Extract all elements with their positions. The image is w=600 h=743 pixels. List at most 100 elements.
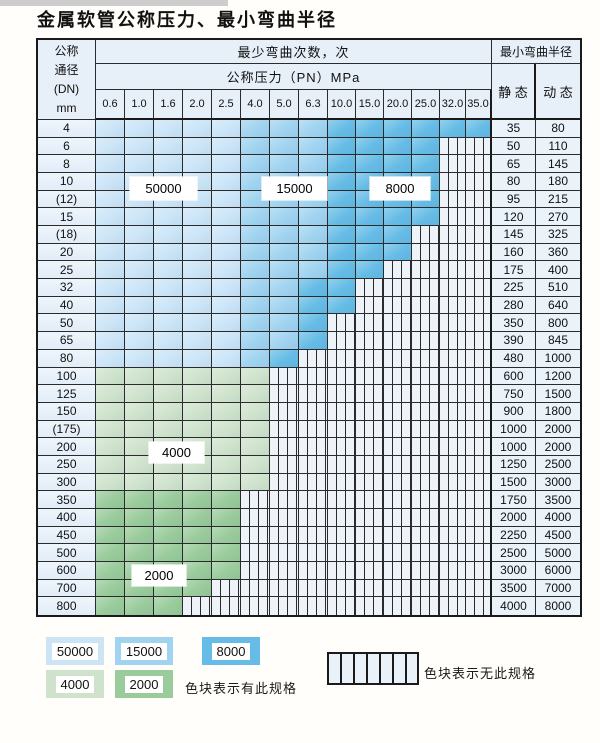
- no-spec-cell: [270, 438, 299, 456]
- spec-cell-8000: [328, 296, 356, 315]
- spec-cell-4000: [96, 367, 125, 386]
- no-spec-cell: [466, 561, 492, 580]
- no-spec-cell: [412, 279, 440, 297]
- no-spec-cell: [384, 491, 412, 509]
- dynamic-radius-cell: 7000: [536, 579, 580, 598]
- static-radius-cell: 175: [492, 261, 536, 280]
- spec-cell-8000: [299, 314, 328, 333]
- spec-cell-50000: [154, 243, 183, 262]
- spec-cell-8000: [356, 137, 384, 156]
- no-spec-cell: [440, 385, 466, 403]
- no-spec-cell: [270, 508, 299, 527]
- spec-cell-50000: [96, 243, 125, 262]
- dynamic-radius-cell: 2500: [536, 455, 580, 474]
- spec-cell-50000: [125, 120, 154, 138]
- no-spec-cell: [241, 579, 270, 598]
- spec-cell-8000: [356, 155, 384, 174]
- no-spec-cell: [384, 279, 412, 297]
- no-spec-cell: [328, 314, 356, 333]
- spec-cell-8000: [356, 120, 384, 138]
- static-radius-cell: 145: [492, 226, 536, 244]
- static-radius-cell: 120: [492, 208, 536, 227]
- dn-cell: 20: [38, 243, 96, 262]
- no-spec-cell: [328, 402, 356, 421]
- no-spec-cell: [440, 261, 466, 280]
- no-spec-cell: [466, 261, 492, 280]
- no-spec-cell: [412, 314, 440, 333]
- spec-cell-50000: [212, 332, 241, 350]
- no-spec-cell: [356, 526, 384, 545]
- spec-cell-4000: [212, 385, 241, 403]
- no-spec-cell: [466, 190, 492, 209]
- pressure-col-header: 2.5: [212, 90, 241, 120]
- no-spec-cell: [412, 491, 440, 509]
- no-spec-cell: [412, 579, 440, 598]
- dynamic-radius-cell: 4500: [536, 526, 580, 545]
- spec-cell-15000: [241, 226, 270, 244]
- static-radius-cell: 160: [492, 243, 536, 262]
- no-spec-cell: [299, 526, 328, 545]
- no-spec-cell: [241, 508, 270, 527]
- static-radius-cell: 2500: [492, 544, 536, 562]
- spec-cell-50000: [212, 173, 241, 191]
- static-radius-cell: 1750: [492, 491, 536, 509]
- dn-cell: 700: [38, 579, 96, 598]
- pressure-col-header: 15.0: [356, 90, 384, 120]
- spec-cell-4000: [183, 420, 212, 439]
- no-spec-cell: [412, 508, 440, 527]
- dynamic-radius-cell: 800: [536, 314, 580, 333]
- spec-cell-8000: [384, 155, 412, 174]
- dn-header-line: 通径: [54, 62, 79, 77]
- spec-cell-8000: [384, 226, 412, 244]
- no-spec-cell: [384, 473, 412, 492]
- pressure-col-header: 2.0: [183, 90, 212, 120]
- spec-cell-50000: [154, 120, 183, 138]
- no-spec-cell: [328, 579, 356, 598]
- spec-cell-50000: [212, 120, 241, 138]
- no-spec-cell: [466, 137, 492, 156]
- static-radius-cell: 3000: [492, 561, 536, 580]
- no-spec-cell: [440, 226, 466, 244]
- pressure-col-header: 25.0: [412, 90, 440, 120]
- no-spec-cell: [466, 279, 492, 297]
- spec-cell-4000: [183, 402, 212, 421]
- no-spec-cell: [356, 597, 384, 615]
- no-spec-cell: [356, 455, 384, 474]
- no-spec-cell: [412, 243, 440, 262]
- spec-cell-2000: [96, 526, 125, 545]
- no-spec-cell: [299, 597, 328, 615]
- no-spec-cell: [356, 314, 384, 333]
- dynamic-radius-cell: 145: [536, 155, 580, 174]
- static-radius-cell: 900: [492, 402, 536, 421]
- spec-cell-50000: [125, 261, 154, 280]
- legend-swatch-label: 50000: [51, 642, 99, 660]
- dn-cell: (18): [38, 226, 96, 244]
- spec-cell-50000: [96, 349, 125, 368]
- no-spec-cell: [440, 561, 466, 580]
- no-spec-cell: [412, 349, 440, 368]
- no-spec-cell: [466, 243, 492, 262]
- spec-cell-8000: [328, 137, 356, 156]
- spec-cell-50000: [125, 332, 154, 350]
- no-spec-cell: [270, 579, 299, 598]
- no-spec-cell: [466, 420, 492, 439]
- spec-cell-8000: [328, 279, 356, 297]
- spec-cell-4000: [241, 455, 270, 474]
- no-spec-cell: [299, 402, 328, 421]
- spec-cell-50000: [154, 226, 183, 244]
- spec-cell-50000: [96, 314, 125, 333]
- spec-cell-8000: [384, 137, 412, 156]
- no-spec-cell: [270, 491, 299, 509]
- no-spec-cell: [466, 314, 492, 333]
- no-spec-cell: [356, 579, 384, 598]
- dn-cell: 8: [38, 155, 96, 174]
- no-spec-cell: [440, 314, 466, 333]
- nominal-pressure-header: 公称压力（PN）MPa: [96, 64, 492, 90]
- spec-cell-4000: [96, 385, 125, 403]
- no-spec-cell: [440, 473, 466, 492]
- dynamic-radius-cell: 845: [536, 332, 580, 350]
- static-radius-cell: 35: [492, 120, 536, 138]
- spec-cell-50000: [212, 349, 241, 368]
- spec-cell-2000: [96, 491, 125, 509]
- no-spec-cell: [328, 597, 356, 615]
